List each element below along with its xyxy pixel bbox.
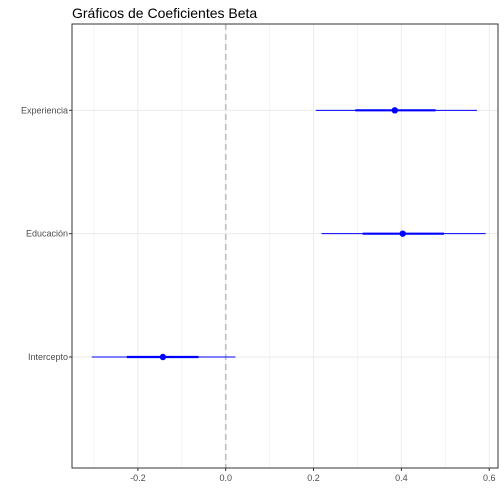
coefficient-marks — [91, 107, 486, 361]
y-tick-label: Intercepto — [28, 352, 68, 362]
y-tick-label: Experiencia — [21, 105, 68, 115]
estimate-point-experiencia — [391, 107, 398, 114]
axis-layer: Experiencia Educación Intercepto -0.2 0.0 0.2… — [21, 105, 496, 483]
panel-frame — [71, 23, 499, 469]
estimate-point-educación — [399, 230, 406, 237]
x-tick-label: 0.4 — [395, 473, 408, 483]
chart-title: Gráficos de Coeficientes Beta — [72, 5, 257, 21]
estimate-point-intercepto — [159, 353, 167, 361]
x-tick-label: -0.2 — [130, 473, 146, 483]
grid-layer — [72, 24, 498, 468]
y-tick-label: Educación — [26, 229, 68, 239]
x-tick-label: 0.2 — [307, 473, 320, 483]
x-tick-label: 0.0 — [219, 473, 232, 483]
x-tick-label: 0.6 — [483, 473, 496, 483]
